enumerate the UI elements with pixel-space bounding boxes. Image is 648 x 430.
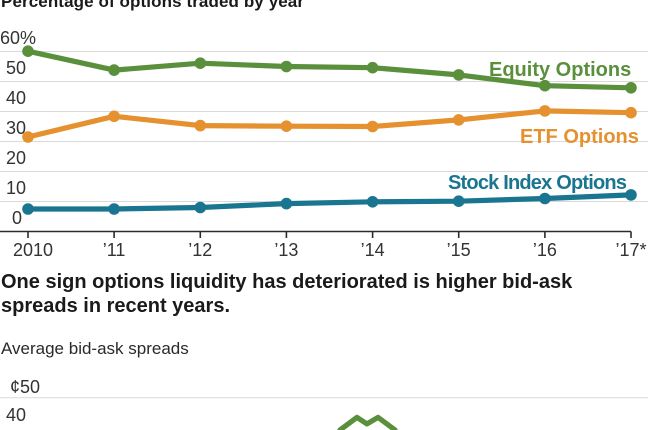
svg-text:’14: ’14 <box>361 240 385 260</box>
svg-text:’17*: ’17* <box>615 240 646 260</box>
svg-text:’15: ’15 <box>447 240 471 260</box>
svg-text:Equity Options: Equity Options <box>489 59 631 81</box>
svg-text:¢50: ¢50 <box>10 377 40 397</box>
svg-text:’12: ’12 <box>188 240 212 260</box>
svg-text:’16: ’16 <box>533 240 557 260</box>
svg-text:0: 0 <box>12 208 22 228</box>
svg-text:10: 10 <box>6 178 26 198</box>
svg-text:2010: 2010 <box>13 240 53 260</box>
svg-text:40: 40 <box>6 405 26 425</box>
svg-text:’13: ’13 <box>274 240 298 260</box>
svg-text:Stock Index Options: Stock Index Options <box>448 172 627 194</box>
svg-text:50: 50 <box>6 58 26 78</box>
svg-text:60%: 60% <box>0 28 36 48</box>
svg-text:’11: ’11 <box>103 240 126 260</box>
svg-text:20: 20 <box>6 148 26 168</box>
svg-text:ETF Options: ETF Options <box>520 126 639 148</box>
svg-text:40: 40 <box>6 88 26 108</box>
